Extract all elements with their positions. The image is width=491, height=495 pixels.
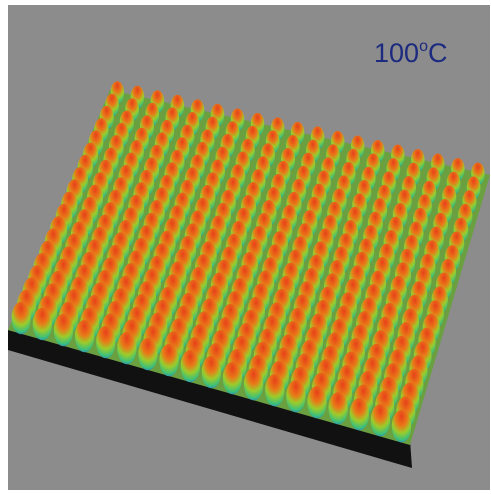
bump bbox=[181, 350, 200, 382]
bump bbox=[329, 392, 348, 424]
bump bbox=[286, 380, 305, 412]
bump bbox=[159, 344, 178, 376]
bump bbox=[223, 362, 242, 394]
bump bbox=[117, 332, 136, 364]
afm-surface-view bbox=[0, 0, 491, 495]
bump bbox=[350, 398, 369, 430]
bump bbox=[75, 320, 94, 352]
bump bbox=[138, 338, 157, 370]
bump bbox=[96, 326, 115, 358]
label-number: 100 bbox=[374, 38, 419, 68]
bump bbox=[33, 308, 52, 340]
temperature-label: 100oC bbox=[374, 38, 447, 69]
bump bbox=[265, 374, 284, 406]
bump bbox=[392, 410, 411, 442]
bump bbox=[244, 368, 263, 400]
image: 100oC bbox=[0, 0, 491, 495]
bump bbox=[12, 302, 31, 334]
label-unit: C bbox=[428, 38, 448, 68]
bump bbox=[54, 314, 73, 346]
bump bbox=[202, 356, 221, 388]
label-superscript: o bbox=[419, 38, 428, 55]
bump bbox=[371, 404, 390, 436]
bump bbox=[307, 386, 326, 418]
